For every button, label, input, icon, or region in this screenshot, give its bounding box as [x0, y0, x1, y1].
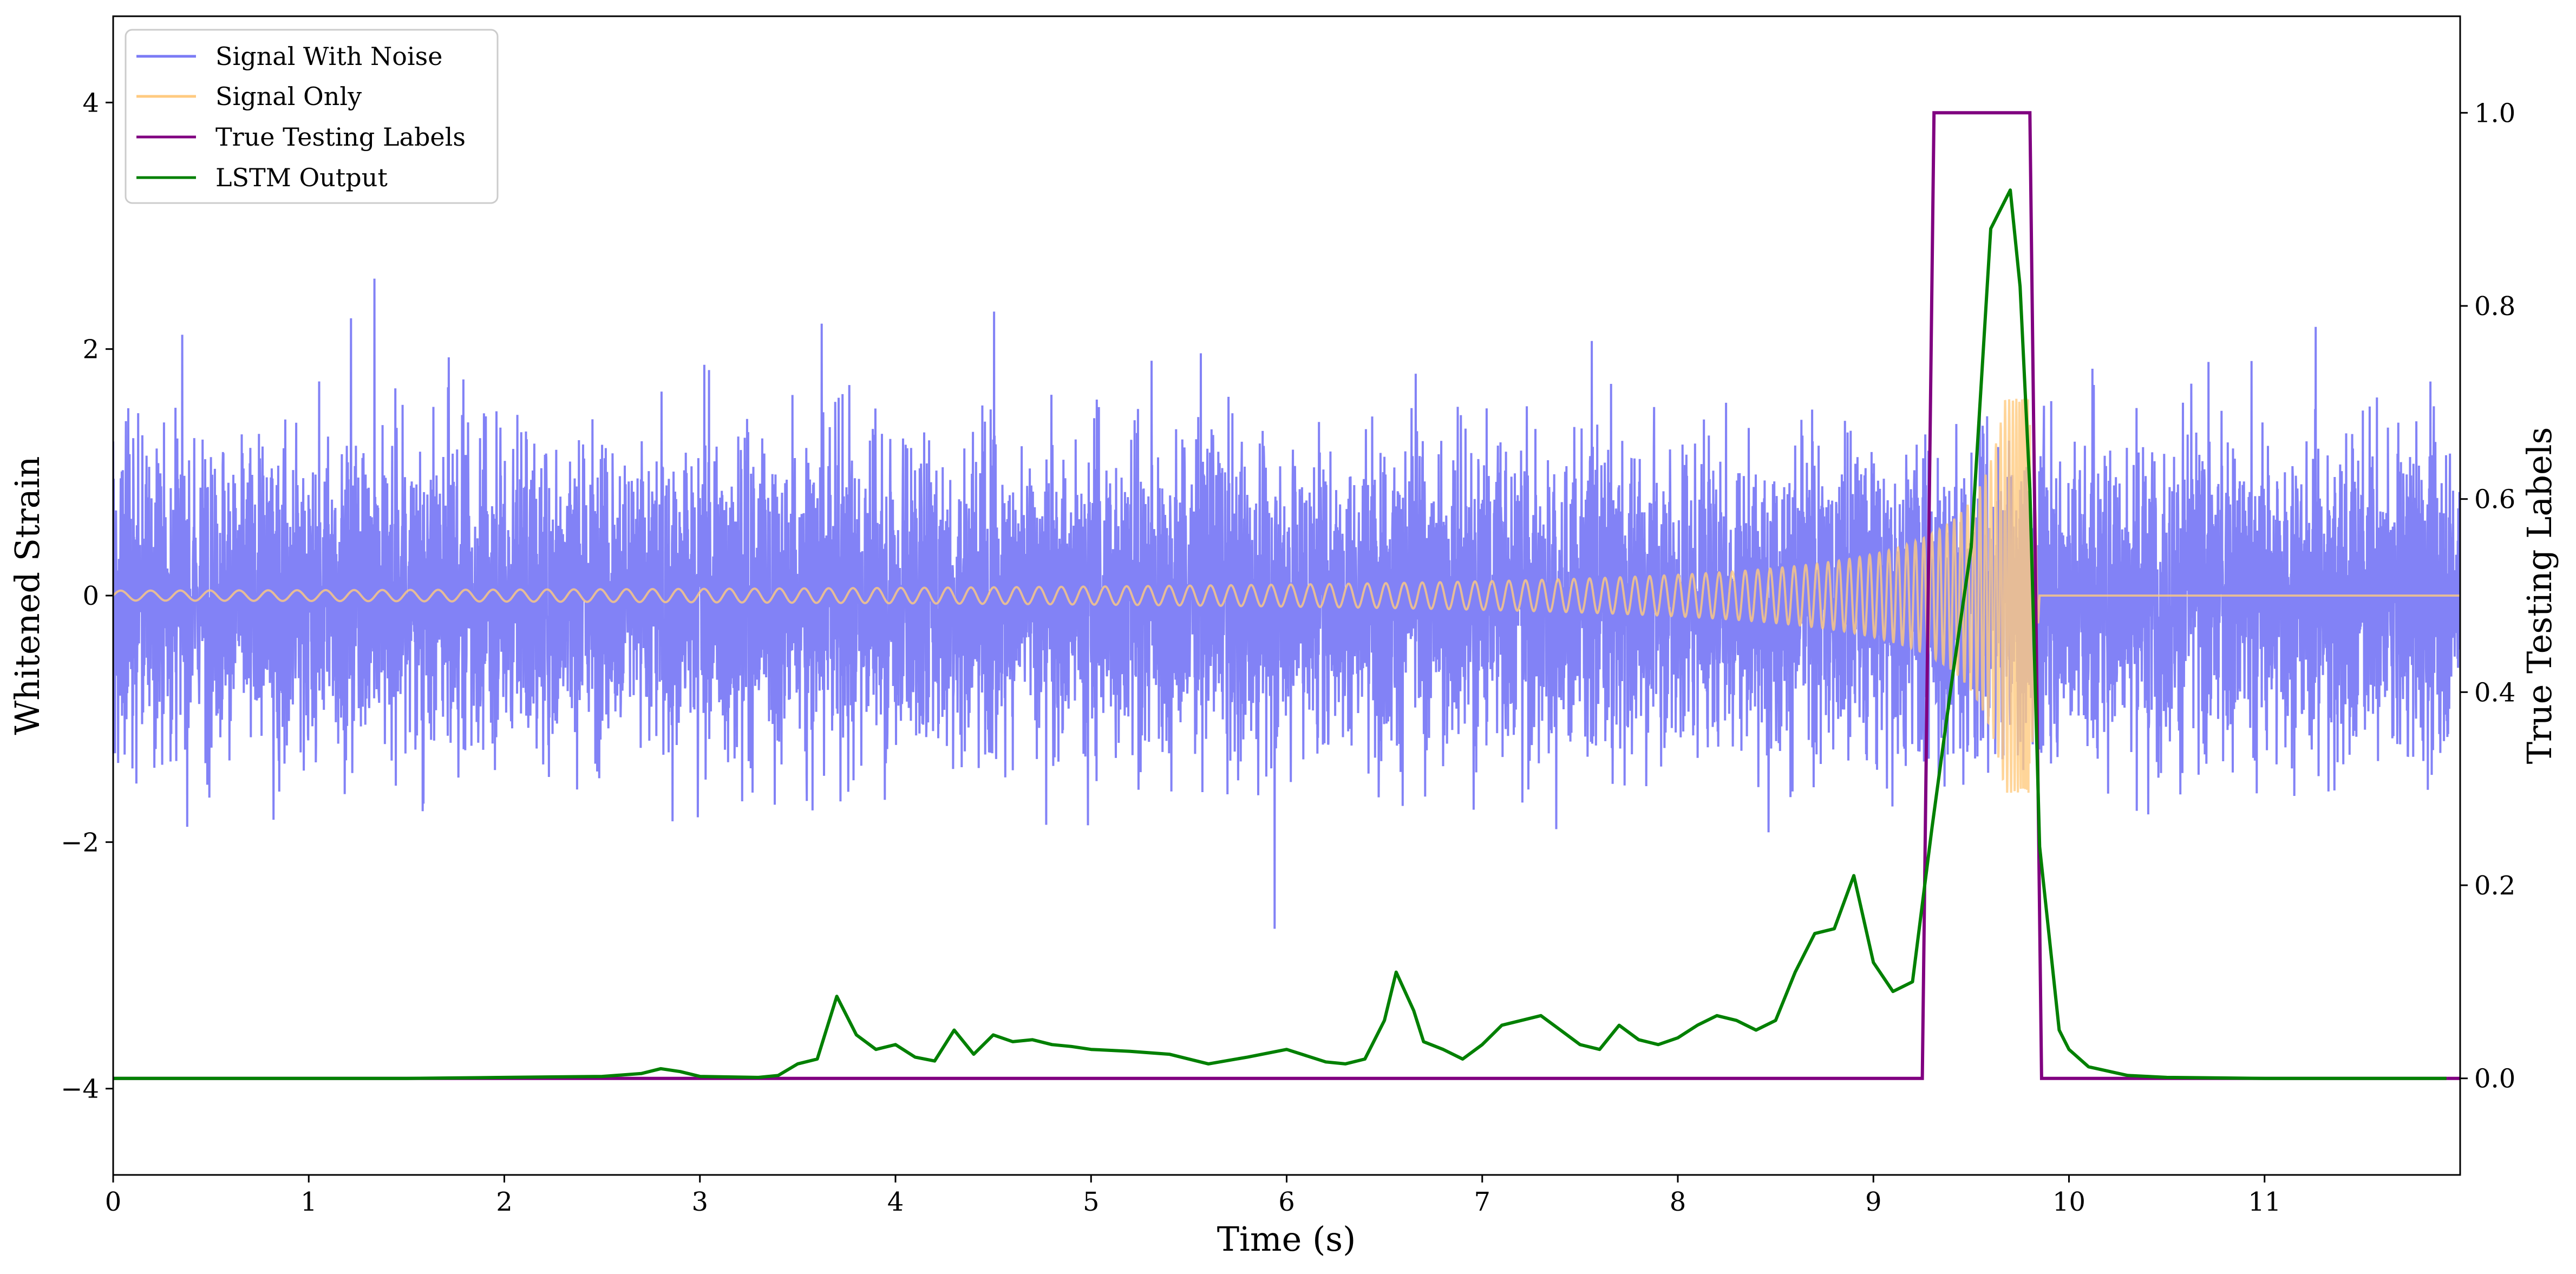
legend-label-signal-noise: Signal With Noise	[215, 42, 442, 71]
y-left-tick-label: −2	[61, 827, 99, 858]
y-right-tick-label: 0.2	[2474, 871, 2515, 901]
x-tick-label: 9	[1865, 1187, 1882, 1217]
y-left-tick-label: 2	[82, 335, 99, 365]
x-tick-label: 10	[2052, 1187, 2085, 1217]
legend-label-signal-only: Signal Only	[215, 82, 362, 111]
y-left-tick-label: −4	[61, 1074, 99, 1105]
x-axis-title: Time (s)	[1217, 1219, 1356, 1259]
axes: 0 1 2 3 4 5 6 7 8 9 10 11 −4 −2 0 2 4 0.0 0.2 0.4 0.6 0.8 1.0	[61, 88, 2515, 1217]
x-tick-label: 4	[887, 1187, 904, 1217]
x-tick-label: 8	[1670, 1187, 1686, 1217]
legend: Signal With Noise Signal Only True Testi…	[125, 29, 499, 204]
y-right-tick-label: 0.6	[2474, 485, 2515, 515]
y-axis-right-title: True Testing Labels	[2520, 427, 2559, 765]
y-right-tick-label: 0.8	[2474, 291, 2515, 322]
y-right-tick-label: 0.4	[2474, 677, 2515, 708]
series-lstm-output	[113, 188, 2447, 1080]
series-true-testing-labels	[113, 111, 2460, 1080]
x-tick-label: 11	[2248, 1187, 2281, 1217]
y-left-tick-label: 4	[82, 88, 99, 118]
x-tick-label: 1	[300, 1187, 317, 1217]
y-right-tick-label: 0.0	[2474, 1064, 2515, 1094]
x-tick-label: 0	[105, 1187, 122, 1217]
legend-label-true-labels: True Testing Labels	[215, 122, 466, 152]
y-right-tick-label: 1.0	[2474, 98, 2515, 128]
x-tick-label: 2	[496, 1187, 513, 1217]
x-tick-label: 5	[1083, 1187, 1100, 1217]
y-left-tick-label: 0	[82, 581, 99, 611]
legend-frame	[125, 29, 499, 204]
y-axis-left-title: Whitened Strain	[8, 456, 47, 735]
plot-area	[113, 111, 2460, 1080]
x-tick-label: 6	[1278, 1187, 1295, 1217]
series-signal-only	[113, 398, 2460, 793]
x-tick-label: 7	[1474, 1187, 1490, 1217]
x-tick-label: 3	[691, 1187, 708, 1217]
legend-label-lstm: LSTM Output	[215, 163, 388, 192]
